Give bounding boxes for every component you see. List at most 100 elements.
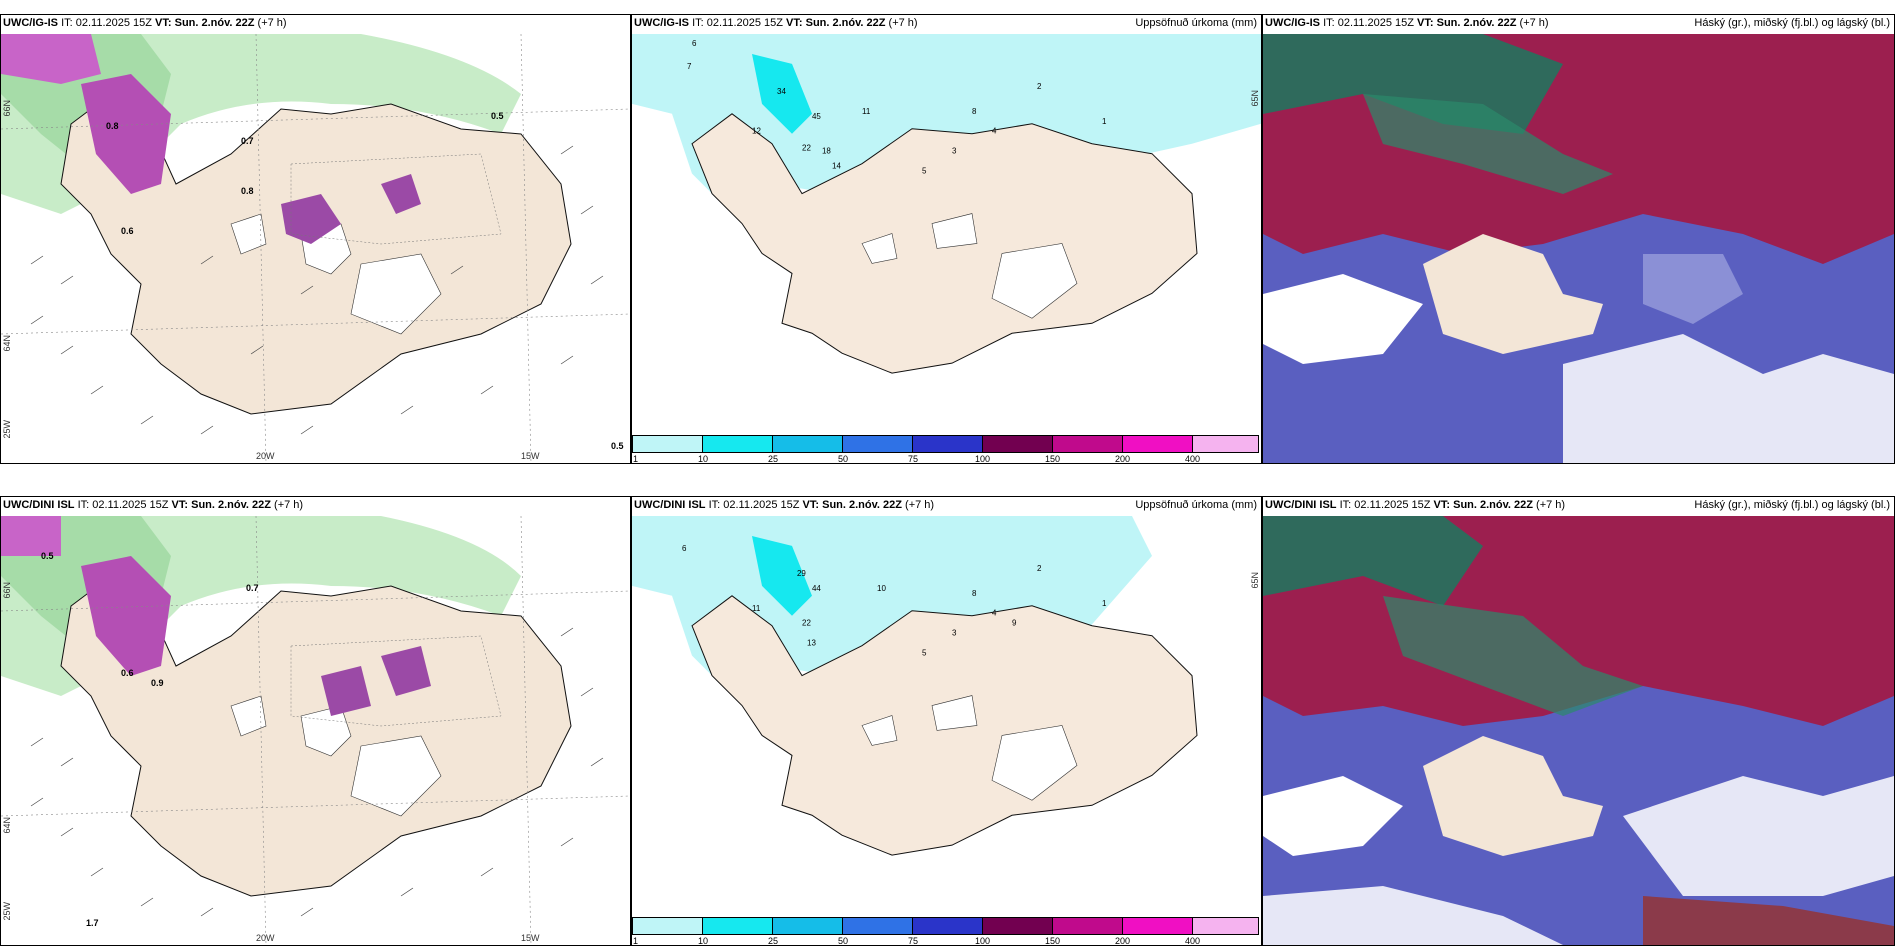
wind-map-row1: 0.8 0.8 0.7 0.6 0.5 0.5 (1, 34, 630, 463)
colorbar-label: 75 (908, 454, 919, 464)
svg-text:44: 44 (812, 584, 821, 593)
colorbar-swatch (1192, 435, 1259, 453)
colorbar-label: 200 (1115, 454, 1131, 464)
svg-text:4: 4 (992, 127, 997, 136)
colorbar-swatch (1122, 917, 1193, 935)
svg-text:0.7: 0.7 (246, 583, 259, 593)
svg-text:0.8: 0.8 (241, 186, 254, 196)
svg-text:8: 8 (972, 589, 977, 598)
precip-map-row2: 6 44 29 10 22 13 11 3 4 5 2 1 8 9 (632, 516, 1261, 915)
svg-text:29: 29 (797, 569, 806, 578)
cloud-map-row2 (1263, 516, 1894, 945)
panel-wind-row1: UWC/IG-IS IT: 02.11.2025 15Z VT: Sun. 2.… (0, 14, 631, 464)
lat-label-64n: 64N (2, 817, 12, 834)
svg-text:12: 12 (752, 127, 761, 136)
colorbar-label: 200 (1115, 936, 1131, 946)
svg-text:0.6: 0.6 (121, 226, 134, 236)
lat-label-66n: 66N (2, 582, 12, 599)
colorbar-swatch (912, 435, 983, 453)
svg-text:13: 13 (807, 639, 816, 648)
colorbar-label: 10 (698, 936, 709, 946)
panel-cloud-row1: UWC/IG-IS IT: 02.11.2025 15Z VT: Sun. 2.… (1262, 14, 1895, 464)
svg-text:5: 5 (922, 649, 927, 658)
svg-text:2: 2 (1037, 82, 1042, 91)
colorbar-label: 400 (1185, 454, 1201, 464)
svg-text:2: 2 (1037, 564, 1042, 573)
cloud-title: Háský (gr.), miðský (fj.bl.) og lágský (… (1694, 17, 1890, 29)
precip-title: Uppsöfnuð úrkoma (mm) (1135, 17, 1257, 29)
colorbar-label: 1 (633, 454, 639, 464)
panel-cloud-row2: UWC/DINI ISL IT: 02.11.2025 15Z VT: Sun.… (1262, 496, 1895, 946)
precip-title: Uppsöfnuð úrkoma (mm) (1135, 499, 1257, 511)
svg-text:5: 5 (922, 167, 927, 176)
colorbar-swatch (702, 917, 773, 935)
svg-text:0.5: 0.5 (611, 441, 624, 451)
lat-label-66n: 66N (2, 100, 12, 117)
svg-text:34: 34 (777, 87, 786, 96)
colorbar-swatch (632, 917, 703, 935)
svg-text:0.5: 0.5 (491, 111, 504, 121)
colorbar-label: 1 (633, 936, 639, 946)
colorbar-label: 10 (698, 454, 709, 464)
svg-text:10: 10 (877, 584, 886, 593)
wind-map-row2: 0.5 0.7 0.6 0.9 1.7 (1, 516, 630, 945)
svg-text:8: 8 (972, 107, 977, 116)
lat-label-right: 65N (1250, 572, 1260, 589)
svg-text:1.7: 1.7 (86, 918, 99, 928)
lon-label-25w: 25W (2, 420, 12, 439)
colorbar-swatch (1192, 917, 1259, 935)
colorbar-label: 100 (975, 454, 991, 464)
svg-text:18: 18 (822, 147, 831, 156)
svg-text:0.6: 0.6 (121, 668, 134, 678)
colorbar-row1: 1 10 25 50 75 100 150 200 400 (632, 435, 1261, 463)
cloud-title: Háský (gr.), miðský (fj.bl.) og lágský (… (1694, 499, 1890, 511)
svg-text:1: 1 (1102, 117, 1107, 126)
colorbar-swatch (982, 917, 1053, 935)
svg-text:11: 11 (752, 604, 761, 613)
colorbar-swatch (1122, 435, 1193, 453)
colorbar-swatch (772, 435, 843, 453)
svg-text:7: 7 (687, 62, 692, 71)
svg-text:11: 11 (862, 107, 871, 116)
svg-text:3: 3 (952, 147, 957, 156)
svg-text:0.8: 0.8 (106, 121, 119, 131)
colorbar-label: 100 (975, 936, 991, 946)
panel-header: UWC/IG-IS IT: 02.11.2025 15Z VT: Sun. 2.… (3, 17, 287, 29)
svg-text:22: 22 (802, 619, 811, 628)
colorbar-swatch (912, 917, 983, 935)
colorbar-swatch (632, 435, 703, 453)
colorbar-label: 25 (768, 454, 779, 464)
lat-label-64n: 64N (2, 335, 12, 352)
svg-text:0.5: 0.5 (41, 551, 54, 561)
colorbar-swatch (842, 917, 913, 935)
panel-precip-row2: UWC/DINI ISL IT: 02.11.2025 15Z VT: Sun.… (631, 496, 1262, 946)
svg-text:14: 14 (832, 162, 841, 171)
svg-text:4: 4 (992, 609, 997, 618)
colorbar-label: 25 (768, 936, 779, 946)
svg-text:6: 6 (692, 39, 697, 48)
svg-text:45: 45 (812, 112, 821, 121)
colorbar-row2: 1 10 25 50 75 100 150 200 400 (632, 917, 1261, 945)
colorbar-swatch (1052, 435, 1123, 453)
svg-text:9: 9 (1012, 619, 1017, 628)
panel-header: UWC/DINI ISL IT: 02.11.2025 15Z VT: Sun.… (3, 499, 304, 511)
colorbar-swatch (982, 435, 1053, 453)
colorbar-swatch (702, 435, 773, 453)
colorbar-label: 50 (838, 454, 849, 464)
colorbar-swatch (1052, 917, 1123, 935)
lon-label-25w: 25W (2, 902, 12, 921)
lon-label-20w: 20W (256, 933, 275, 943)
svg-text:0.7: 0.7 (241, 136, 254, 146)
panel-wind-row2: UWC/DINI ISL IT: 02.11.2025 15Z VT: Sun.… (0, 496, 631, 946)
colorbar-label: 50 (838, 936, 849, 946)
cloud-map-row1 (1263, 34, 1894, 463)
colorbar-swatch (772, 917, 843, 935)
panel-header: UWC/IG-IS IT: 02.11.2025 15Z VT: Sun. 2.… (634, 17, 918, 29)
lat-label-right: 65N (1250, 90, 1260, 107)
panel-header: UWC/IG-IS IT: 02.11.2025 15Z VT: Sun. 2.… (1265, 17, 1549, 29)
svg-text:1: 1 (1102, 599, 1107, 608)
lon-label-15w: 15W (521, 451, 540, 461)
lon-label-15w: 15W (521, 933, 540, 943)
colorbar-label: 150 (1045, 936, 1061, 946)
